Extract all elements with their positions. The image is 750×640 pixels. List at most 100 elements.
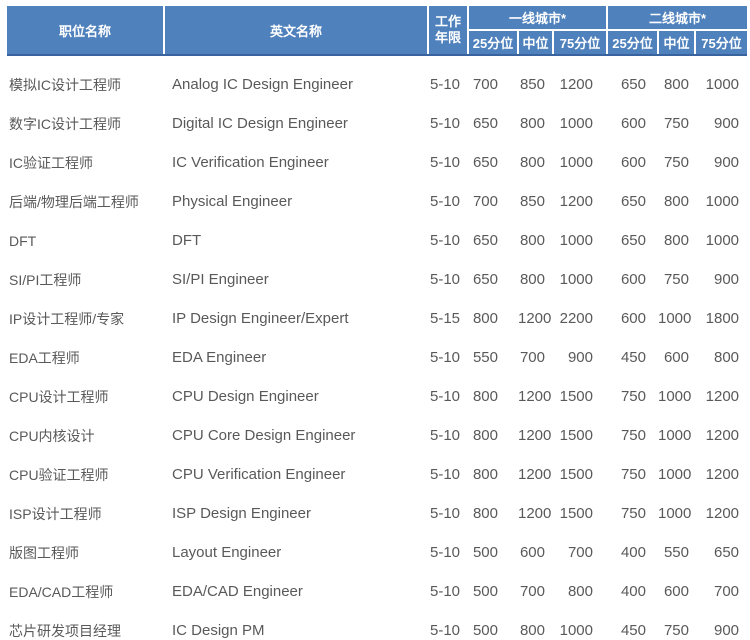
position-name: 后端/物理后端工程师 <box>7 182 164 221</box>
tier1-p75-value: 1500 <box>553 494 607 533</box>
tier1-p75-value: 1000 <box>553 143 607 182</box>
english-name: EDA Engineer <box>164 338 428 377</box>
header-position-name: 职位名称 <box>7 6 165 56</box>
header-work-years-line1: 工作 <box>434 13 461 29</box>
tier1-p25-value: 550 <box>468 338 518 377</box>
work-years: 5-10 <box>428 143 468 182</box>
tier1-p25-value: 700 <box>468 182 518 221</box>
work-years: 5-10 <box>428 572 468 611</box>
tier1-p75-value: 1000 <box>553 611 607 640</box>
tier2-p25-value: 650 <box>607 65 658 104</box>
header-tier2-p25: 25分位 <box>607 30 659 56</box>
tier2-median-value: 1000 <box>658 455 695 494</box>
table-row: ISP设计工程师 ISP Design Engineer 5-10 800 12… <box>7 494 748 533</box>
tier2-median-value: 1000 <box>658 416 695 455</box>
table-row: DFT DFT 5-10 650 800 1000 650 800 1000 <box>7 221 748 260</box>
position-name: CPU内核设计 <box>7 416 164 455</box>
english-name: CPU Verification Engineer <box>164 455 428 494</box>
tier2-p25-value: 650 <box>607 182 658 221</box>
tier2-median-value: 600 <box>658 572 695 611</box>
tier2-median-value: 1000 <box>658 377 695 416</box>
tier1-p75-value: 1200 <box>553 65 607 104</box>
tier1-p75-value: 700 <box>553 533 607 572</box>
tier2-median-value: 750 <box>658 611 695 640</box>
tier1-median-value: 600 <box>518 533 553 572</box>
work-years: 5-10 <box>428 455 468 494</box>
tier1-p75-value: 2200 <box>553 299 607 338</box>
english-name: Physical Engineer <box>164 182 428 221</box>
tier1-median-value: 1200 <box>518 377 553 416</box>
table-row: EDA工程师 EDA Engineer 5-10 550 700 900 450… <box>7 338 748 377</box>
position-name: 模拟IC设计工程师 <box>7 65 164 104</box>
position-name: 数字IC设计工程师 <box>7 104 164 143</box>
work-years: 5-10 <box>428 338 468 377</box>
tier1-p25-value: 800 <box>468 299 518 338</box>
tier1-median-value: 1200 <box>518 416 553 455</box>
tier2-p75-value: 1000 <box>695 182 748 221</box>
tier2-median-value: 750 <box>658 260 695 299</box>
tier1-p25-value: 650 <box>468 104 518 143</box>
tier2-median-value: 550 <box>658 533 695 572</box>
tier2-p25-value: 750 <box>607 377 658 416</box>
work-years: 5-10 <box>428 533 468 572</box>
tier1-median-value: 800 <box>518 221 553 260</box>
tier1-p75-value: 1000 <box>553 104 607 143</box>
work-years: 5-15 <box>428 299 468 338</box>
english-name: IC Design PM <box>164 611 428 640</box>
tier2-p75-value: 1800 <box>695 299 748 338</box>
tier1-median-value: 1200 <box>518 494 553 533</box>
tier2-p25-value: 450 <box>607 338 658 377</box>
header-tier1-p75: 75分位 <box>553 30 608 56</box>
table-row: 模拟IC设计工程师 Analog IC Design Engineer 5-10… <box>7 65 748 104</box>
header-row-percentiles: 25分位 中位 75分位 25分位 中位 75分位 <box>7 30 748 56</box>
position-name: ISP设计工程师 <box>7 494 164 533</box>
tier1-p25-value: 500 <box>468 572 518 611</box>
work-years: 5-10 <box>428 260 468 299</box>
position-name: EDA/CAD工程师 <box>7 572 164 611</box>
table-row: 版图工程师 Layout Engineer 5-10 500 600 700 4… <box>7 533 748 572</box>
tier1-p25-value: 800 <box>468 455 518 494</box>
tier1-p25-value: 800 <box>468 494 518 533</box>
tier2-median-value: 800 <box>658 221 695 260</box>
table-row: CPU内核设计 CPU Core Design Engineer 5-10 80… <box>7 416 748 455</box>
table-row: SI/PI工程师 SI/PI Engineer 5-10 650 800 100… <box>7 260 748 299</box>
tier2-p25-value: 600 <box>607 143 658 182</box>
tier2-p75-value: 1200 <box>695 455 748 494</box>
english-name: CPU Design Engineer <box>164 377 428 416</box>
tier2-p25-value: 750 <box>607 455 658 494</box>
header-row-groups: 职位名称 英文名称 工作 年限 一线城市* 二线城市* <box>7 6 748 56</box>
tier2-p25-value: 600 <box>607 299 658 338</box>
tier2-p75-value: 900 <box>695 104 748 143</box>
english-name: EDA/CAD Engineer <box>164 572 428 611</box>
tier1-p75-value: 1500 <box>553 455 607 494</box>
tier2-p25-value: 600 <box>607 260 658 299</box>
tier2-median-value: 1000 <box>658 299 695 338</box>
tier1-p25-value: 650 <box>468 260 518 299</box>
english-name: DFT <box>164 221 428 260</box>
position-name: 版图工程师 <box>7 533 164 572</box>
work-years: 5-10 <box>428 494 468 533</box>
tier1-p75-value: 1500 <box>553 416 607 455</box>
tier2-p25-value: 400 <box>607 533 658 572</box>
tier2-p75-value: 900 <box>695 143 748 182</box>
table-row: CPU验证工程师 CPU Verification Engineer 5-10 … <box>7 455 748 494</box>
tier2-median-value: 750 <box>658 143 695 182</box>
english-name: Analog IC Design Engineer <box>164 65 428 104</box>
header-work-years-line2: 年限 <box>434 30 461 45</box>
work-years: 5-10 <box>428 65 468 104</box>
tier1-median-value: 1200 <box>518 299 553 338</box>
tier2-p75-value: 650 <box>695 533 748 572</box>
position-name: 芯片研发项目经理 <box>7 611 164 640</box>
tier1-p25-value: 800 <box>468 416 518 455</box>
tier2-p75-value: 1200 <box>695 416 748 455</box>
work-years: 5-10 <box>428 416 468 455</box>
tier2-median-value: 750 <box>658 104 695 143</box>
tier1-p25-value: 500 <box>468 611 518 640</box>
position-name: IP设计工程师/专家 <box>7 299 164 338</box>
tier1-median-value: 800 <box>518 260 553 299</box>
header-english-name: 英文名称 <box>164 6 429 56</box>
tier1-p75-value: 900 <box>553 338 607 377</box>
tier1-p75-value: 800 <box>553 572 607 611</box>
tier1-p75-value: 1200 <box>553 182 607 221</box>
